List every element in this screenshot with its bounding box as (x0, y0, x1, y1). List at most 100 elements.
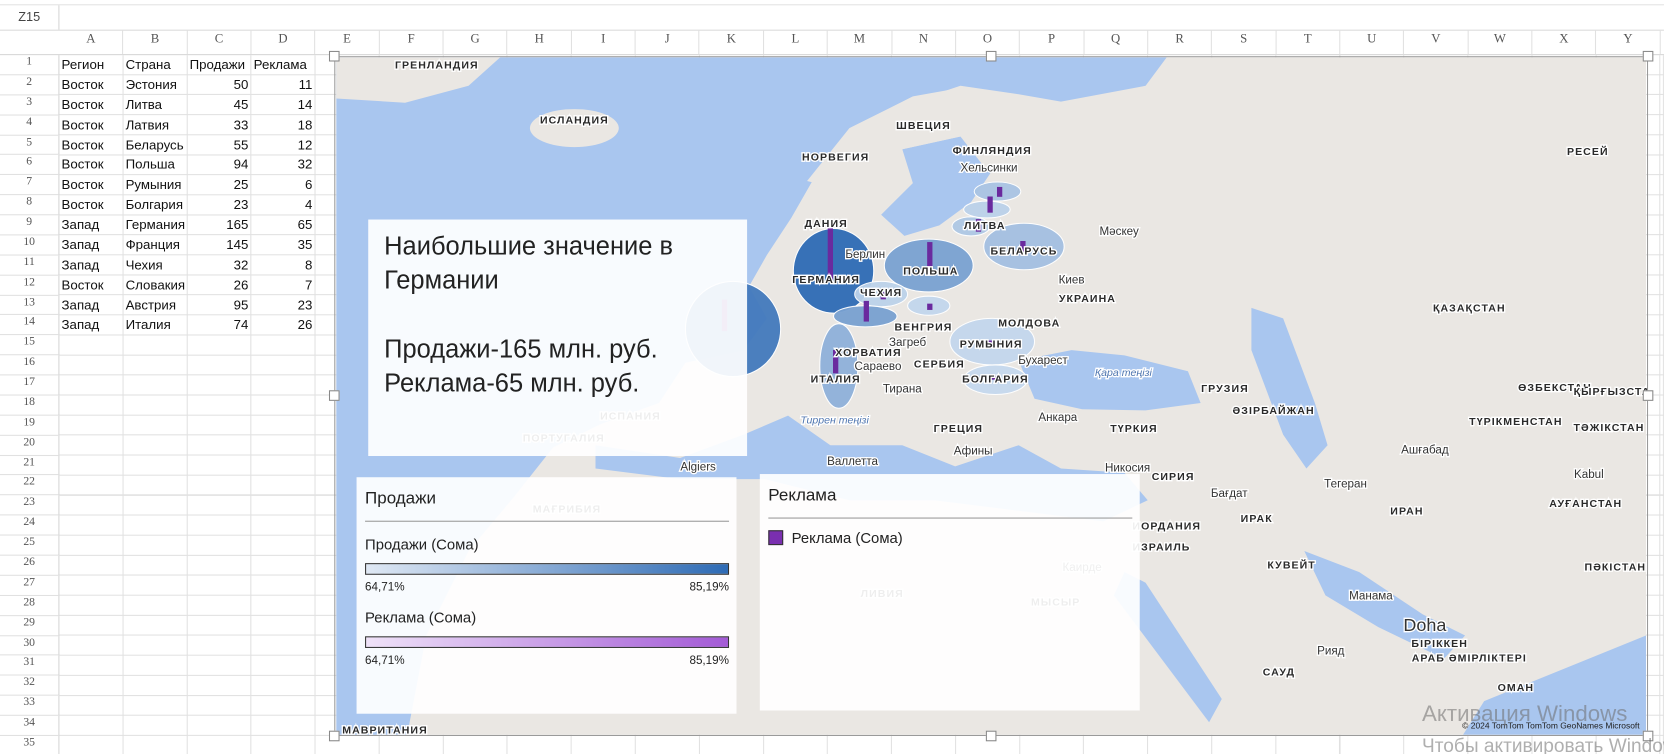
cell[interactable]: Польша (125, 157, 175, 173)
column-header[interactable]: P (1020, 30, 1085, 55)
column-header[interactable]: B (123, 30, 188, 55)
cell[interactable]: Восток (61, 97, 104, 113)
resize-handle[interactable] (1642, 390, 1654, 401)
row-header[interactable]: 19 (0, 415, 60, 436)
column-header[interactable]: S (1212, 30, 1277, 55)
cell[interactable]: Восток (61, 137, 104, 153)
cell[interactable]: 32 (233, 257, 249, 273)
cell[interactable]: Австрия (125, 297, 177, 313)
resize-handle[interactable] (1642, 50, 1654, 62)
row-header[interactable]: 35 (0, 735, 60, 754)
row-header[interactable]: 16 (0, 355, 60, 376)
row-header[interactable]: 31 (0, 655, 60, 676)
cell[interactable]: Восток (61, 77, 104, 93)
resize-handle[interactable] (1642, 730, 1654, 742)
cell[interactable]: Эстония (125, 77, 177, 93)
column-header[interactable]: G (444, 30, 508, 55)
cell[interactable]: Реклама (253, 57, 307, 73)
cell[interactable]: Восток (61, 197, 104, 213)
cell[interactable]: 55 (233, 137, 249, 153)
cell[interactable]: 65 (297, 217, 313, 233)
cell[interactable]: 4 (305, 197, 313, 213)
cell[interactable]: 18 (297, 117, 313, 133)
resize-handle[interactable] (328, 50, 340, 62)
cell[interactable]: 8 (305, 257, 313, 273)
cell[interactable]: 26 (297, 317, 313, 333)
row-header[interactable]: 21 (0, 455, 60, 476)
cell[interactable]: 11 (298, 77, 313, 93)
row-header[interactable]: 2 (0, 75, 60, 96)
cell[interactable]: 35 (297, 237, 313, 253)
column-header[interactable]: N (892, 30, 957, 55)
row-header[interactable]: 9 (0, 215, 60, 236)
cell[interactable]: 94 (233, 157, 249, 173)
column-header[interactable]: I (572, 30, 636, 55)
cell[interactable]: Восток (61, 157, 104, 173)
cell[interactable]: Восток (61, 177, 104, 193)
column-header[interactable]: K (700, 30, 764, 55)
cell[interactable]: 45 (233, 97, 249, 113)
column-header[interactable]: X (1532, 30, 1597, 55)
cell[interactable]: Восток (61, 117, 104, 133)
column-header[interactable]: F (380, 30, 444, 55)
cell[interactable]: Запад (61, 297, 100, 313)
name-box[interactable]: Z15 (0, 5, 60, 30)
row-header[interactable]: 24 (0, 515, 60, 536)
resize-handle[interactable] (985, 50, 997, 62)
row-header[interactable]: 20 (0, 435, 60, 456)
cell[interactable]: Германия (125, 217, 185, 233)
cell[interactable]: 12 (297, 137, 313, 153)
resize-handle[interactable] (328, 390, 340, 401)
cell[interactable]: 7 (305, 277, 313, 293)
column-header[interactable]: E (316, 30, 380, 55)
cell[interactable]: Продажи (189, 57, 246, 73)
row-header[interactable]: 4 (0, 115, 60, 136)
row-header[interactable]: 17 (0, 375, 60, 396)
cell[interactable]: Чехия (125, 257, 163, 273)
row-header[interactable]: 7 (0, 175, 60, 196)
cell[interactable]: Страна (125, 57, 171, 73)
cell[interactable]: Франция (125, 237, 180, 253)
cell[interactable]: 14 (297, 97, 313, 113)
row-header[interactable]: 13 (0, 295, 60, 316)
cell[interactable]: 50 (233, 77, 249, 93)
row-header[interactable]: 26 (0, 555, 60, 576)
cell[interactable]: Восток (61, 277, 104, 293)
cell[interactable]: 32 (297, 157, 313, 173)
cell[interactable]: 33 (233, 117, 249, 133)
cell[interactable]: 74 (233, 317, 249, 333)
row-header[interactable]: 25 (0, 535, 60, 556)
row-header[interactable]: 27 (0, 575, 60, 596)
cell[interactable]: Словакия (125, 277, 185, 293)
cell[interactable]: 23 (297, 297, 313, 313)
cell[interactable]: Запад (61, 237, 100, 253)
cell[interactable]: 165 (226, 217, 249, 233)
cell[interactable]: 23 (233, 197, 249, 213)
row-header[interactable]: 1 (0, 55, 60, 76)
column-header[interactable]: T (1276, 30, 1341, 55)
column-header[interactable]: V (1404, 30, 1469, 55)
column-header[interactable]: O (956, 30, 1021, 55)
cell[interactable]: 145 (226, 237, 249, 253)
column-header[interactable]: U (1340, 30, 1405, 55)
row-header[interactable]: 5 (0, 135, 60, 156)
cell[interactable]: Италия (125, 317, 171, 333)
column-header[interactable]: R (1148, 30, 1213, 55)
column-header[interactable]: Q (1084, 30, 1149, 55)
cell[interactable]: 95 (233, 297, 249, 313)
cell[interactable]: Беларусь (125, 137, 184, 153)
row-header[interactable]: 15 (0, 335, 60, 356)
cell[interactable]: Румыния (125, 177, 182, 193)
map-chart[interactable]: ГРЕНЛАНДИЯ ИСЛАНДИЯ НОРВЕГИЯ ШВЕЦИЯ ФИНЛЯНДИ… (334, 56, 1649, 736)
row-header[interactable]: 34 (0, 715, 60, 736)
row-header[interactable]: 11 (0, 255, 60, 276)
row-header[interactable]: 22 (0, 475, 60, 496)
row-header[interactable]: 12 (0, 275, 60, 296)
cell[interactable]: 6 (305, 177, 313, 193)
cell[interactable]: Регион (61, 57, 105, 73)
row-header[interactable]: 10 (0, 235, 60, 256)
resize-handle[interactable] (328, 730, 340, 742)
cell[interactable]: Запад (61, 257, 100, 273)
row-header[interactable]: 23 (0, 495, 60, 516)
row-header[interactable]: 30 (0, 635, 60, 656)
